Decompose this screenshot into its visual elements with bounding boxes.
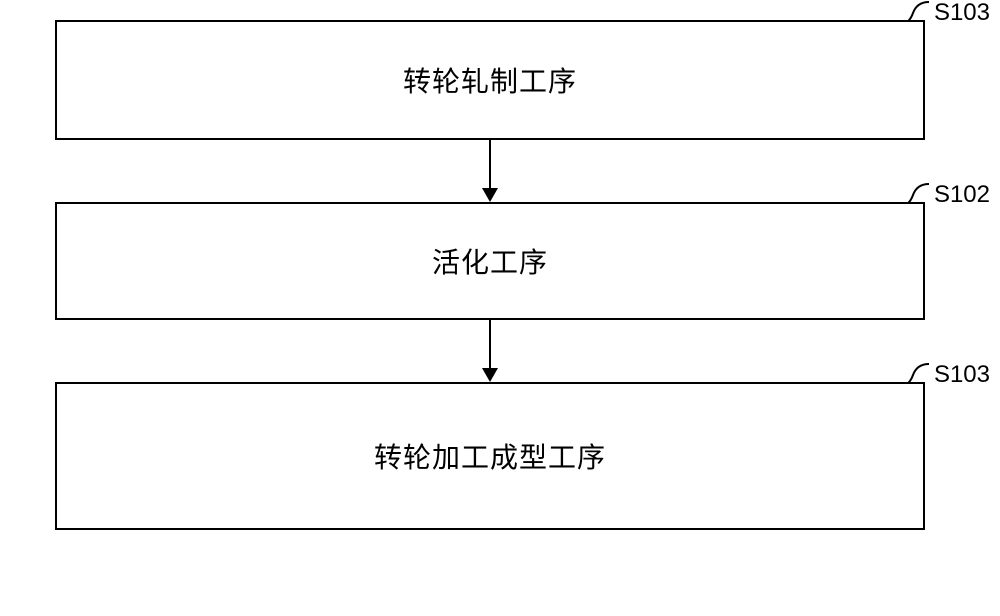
process-text-1: 转轮轧制工序 <box>403 60 577 100</box>
step-label-2: S102 <box>934 181 990 209</box>
process-text-3: 转轮加工成型工序 <box>374 436 606 476</box>
arrow-container-1 <box>55 140 925 202</box>
process-box-2: 活化工序 <box>55 202 925 320</box>
step-label-3: S103 <box>934 361 990 389</box>
flowchart-container: S103 转轮轧制工序 S102 活化工序 S103 转轮加工成型工序 <box>55 20 925 530</box>
arrow-container-2 <box>55 320 925 382</box>
process-box-3: 转轮加工成型工序 <box>55 382 925 530</box>
process-text-2: 活化工序 <box>432 241 548 281</box>
process-box-1: 转轮轧制工序 <box>55 20 925 140</box>
arrow-1 <box>477 140 503 202</box>
step-label-1: S103 <box>934 0 990 27</box>
arrow-2 <box>477 320 503 382</box>
